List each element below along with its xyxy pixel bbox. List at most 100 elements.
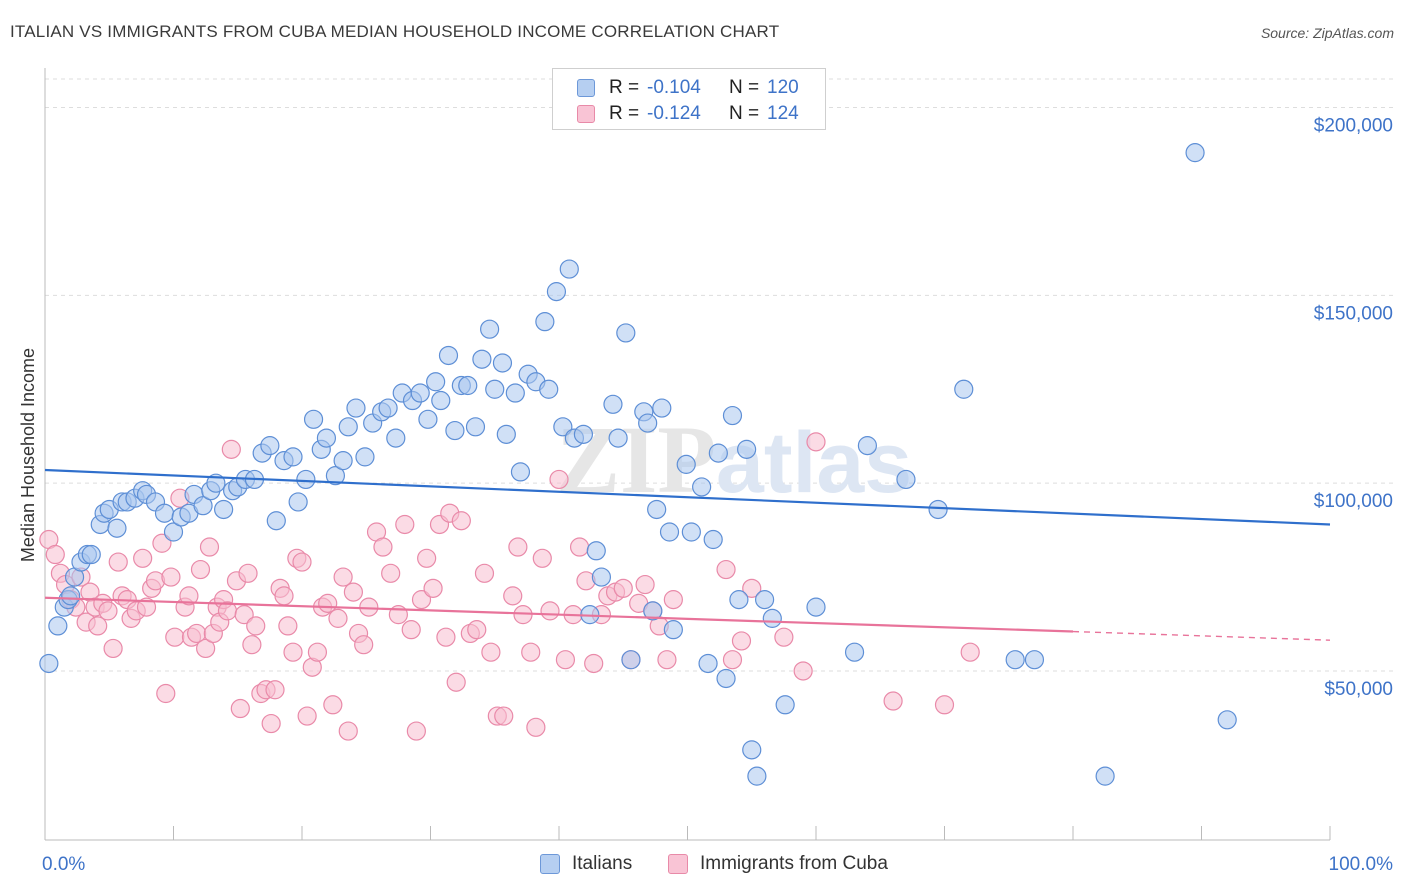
data-point <box>199 537 220 557</box>
data-point <box>378 398 398 418</box>
data-point <box>274 586 294 606</box>
data-point <box>296 469 316 490</box>
data-point <box>103 638 123 659</box>
data-point <box>716 668 736 689</box>
data-point <box>108 552 128 572</box>
data-point <box>288 492 308 512</box>
data-point <box>492 353 513 373</box>
data-point <box>698 653 718 674</box>
data-point <box>584 653 604 674</box>
data-point <box>193 496 213 516</box>
data-point <box>496 424 516 444</box>
data-point <box>136 597 157 617</box>
data-point <box>467 620 487 640</box>
data-point <box>703 529 723 550</box>
data-point <box>355 447 375 467</box>
data-point <box>292 552 312 572</box>
data-point <box>553 417 573 437</box>
data-point <box>540 601 560 621</box>
data-point <box>152 533 172 553</box>
data-point <box>410 383 430 403</box>
data-point <box>643 601 663 621</box>
data-point <box>1095 766 1115 786</box>
data-point <box>163 522 184 542</box>
data-point <box>737 439 757 459</box>
r-value: -0.124 <box>647 103 701 124</box>
data-point <box>381 563 401 583</box>
data-point <box>747 766 767 786</box>
data-point <box>716 559 736 580</box>
data-point <box>844 642 865 662</box>
trend-line-cuba-extension <box>1072 630 1331 641</box>
data-point <box>510 462 531 482</box>
data-point <box>806 597 826 617</box>
data-point <box>354 635 374 655</box>
cuba-swatch <box>668 854 688 874</box>
data-point <box>45 544 65 565</box>
r-value: -0.104 <box>647 77 701 98</box>
data-point <box>436 627 456 647</box>
data-point <box>896 469 916 490</box>
data-point <box>196 638 216 659</box>
data-point <box>657 650 677 670</box>
data-point <box>246 616 266 636</box>
legend-label: Immigrants from Cuba <box>700 853 888 874</box>
data-point <box>206 473 226 493</box>
data-point <box>485 379 505 399</box>
data-point <box>494 706 514 726</box>
data-point <box>451 511 471 531</box>
data-point <box>1005 650 1025 670</box>
data-point <box>458 375 478 396</box>
data-point <box>762 608 782 628</box>
stats-row-italians: R = -0.104 N = 120 <box>553 75 825 101</box>
data-point <box>343 582 363 602</box>
data-point <box>532 548 552 568</box>
data-point <box>731 631 752 651</box>
trend-line-cuba <box>44 596 1074 633</box>
chart-title: ITALIAN VS IMMIGRANTS FROM CUBA MEDIAN H… <box>10 22 780 41</box>
data-point <box>793 661 813 681</box>
data-point <box>265 680 285 700</box>
data-point <box>234 605 254 625</box>
data-point <box>708 443 728 463</box>
data-point <box>638 413 658 433</box>
n-value: 124 <box>767 103 799 124</box>
data-point <box>445 420 465 441</box>
data-point <box>338 417 358 437</box>
data-point <box>261 713 281 734</box>
data-point <box>586 541 606 561</box>
data-point <box>806 432 826 452</box>
data-point <box>474 563 495 583</box>
data-point <box>722 405 743 426</box>
data-point <box>303 409 324 429</box>
data-point <box>395 514 415 535</box>
data-point <box>647 499 667 520</box>
data-point <box>472 349 492 369</box>
data-point <box>423 578 443 598</box>
data-point <box>283 447 303 467</box>
data-point <box>316 428 337 448</box>
data-point <box>154 503 175 523</box>
stats-box: R = -0.104 N = 120 R = -0.124 N = 124 <box>552 68 826 130</box>
data-point <box>221 439 241 459</box>
data-point <box>406 721 426 741</box>
data-point <box>179 586 199 606</box>
legend-label: Italians <box>572 853 633 874</box>
data-point <box>297 706 317 726</box>
data-point <box>133 548 153 568</box>
axis-labels: $50,000 $100,000 $150,000 $200,000 0.0% 100.0… <box>18 116 1393 875</box>
data-point <box>603 394 623 414</box>
data-point <box>775 695 795 715</box>
data-point <box>481 642 501 662</box>
data-point <box>692 477 712 497</box>
data-point <box>238 563 258 583</box>
y-tick-label: $150,000 <box>1314 303 1393 324</box>
x-tick-label: 100.0% <box>1329 854 1394 875</box>
data-point <box>230 698 250 719</box>
data-point <box>608 428 628 448</box>
data-point <box>549 469 569 490</box>
data-point <box>417 548 437 568</box>
data-point <box>266 511 286 531</box>
data-point <box>426 372 446 392</box>
